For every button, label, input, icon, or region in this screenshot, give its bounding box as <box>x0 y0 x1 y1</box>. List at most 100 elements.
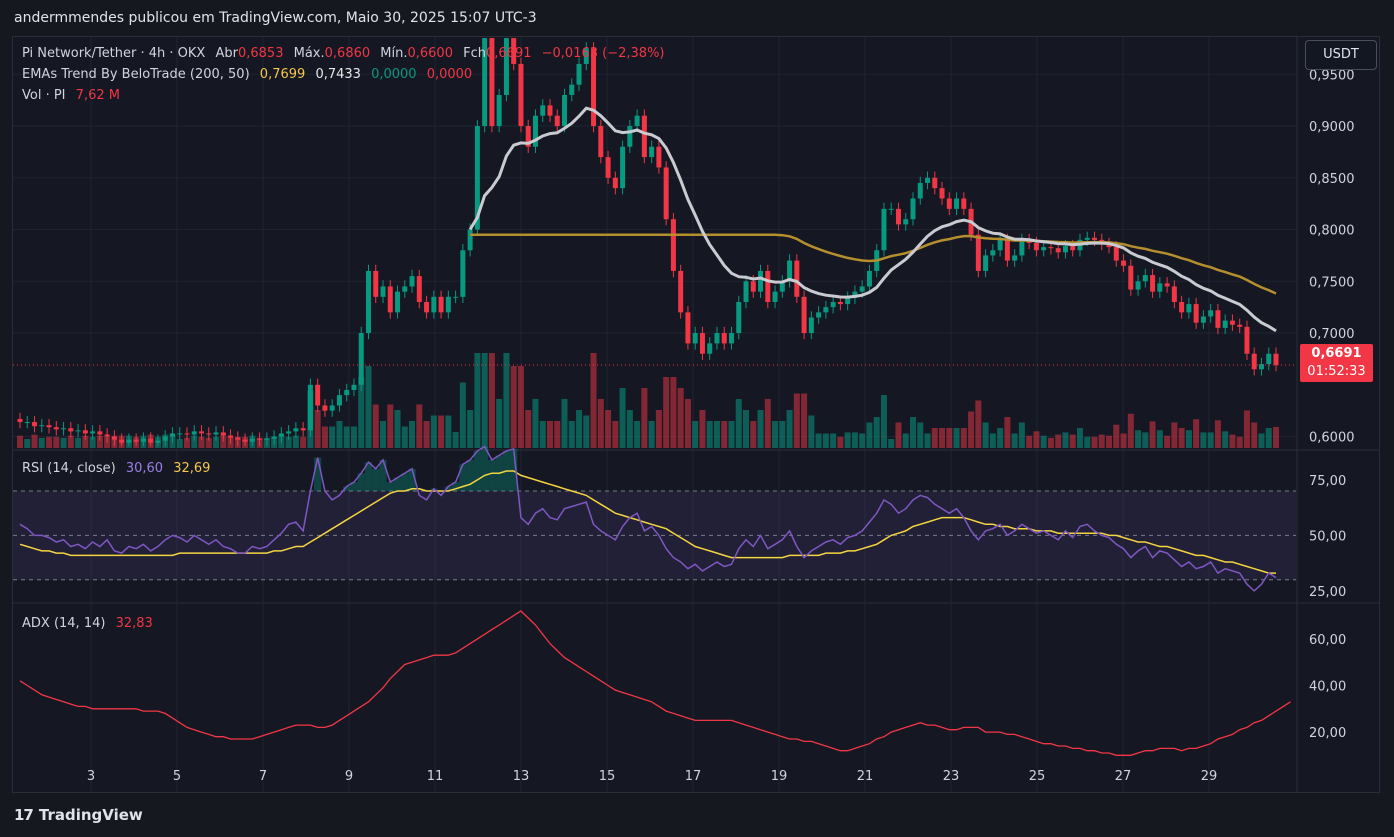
volume-legend: Vol · PI 7,62 M <box>22 88 120 103</box>
volume-bar <box>641 388 648 448</box>
candle-body <box>598 126 604 158</box>
volume-bar <box>772 421 779 448</box>
candle-body <box>532 115 538 147</box>
price-tick-label: 0,9000 <box>1309 120 1355 135</box>
volume-bar <box>1193 419 1200 448</box>
candle-body <box>1193 304 1199 323</box>
candle-body <box>249 438 255 442</box>
candle-body <box>257 438 263 440</box>
volume-bar <box>213 436 220 448</box>
candle-body <box>460 250 466 297</box>
volume-bar <box>1207 432 1214 448</box>
volume-bar <box>510 366 517 448</box>
volume-bar <box>387 404 394 448</box>
candle-body <box>925 177 931 183</box>
volume-bar <box>1069 434 1076 448</box>
volume-bar <box>300 436 307 448</box>
candle-body <box>743 281 749 302</box>
candle-body <box>612 177 618 189</box>
candle-body <box>917 182 923 199</box>
candle-body <box>322 405 328 411</box>
candle-body <box>104 434 110 437</box>
volume-bar <box>946 428 953 448</box>
candle-body <box>373 270 379 297</box>
volume-bar <box>1040 435 1047 448</box>
volume-bar <box>626 410 633 448</box>
candle-body <box>1229 320 1235 325</box>
volume-bar <box>1251 422 1258 448</box>
candle-body <box>1135 281 1141 290</box>
volume-bar <box>931 428 938 448</box>
volume-bar <box>1004 417 1011 448</box>
candle-body <box>17 418 23 423</box>
candle-body <box>1251 353 1257 370</box>
volume-bar <box>31 434 38 448</box>
candle-body <box>1179 301 1185 313</box>
candle-body <box>119 439 125 443</box>
candle-body <box>199 431 205 434</box>
candle-body <box>837 301 843 305</box>
candle-body <box>489 38 495 127</box>
volume-bar <box>837 436 844 448</box>
candle-body <box>82 430 88 434</box>
rsi-line <box>19 445 1277 592</box>
ema-value-3: 0,0000 <box>371 67 417 82</box>
candle-body <box>409 276 415 287</box>
rsi-legend: RSI (14, close) 30,60 32,69 <box>22 461 210 476</box>
currency-button[interactable]: USDT <box>1305 40 1377 70</box>
candle-body <box>90 431 96 434</box>
high-label: Máx. <box>293 46 325 61</box>
volume-bar <box>851 432 858 448</box>
candle-body <box>402 286 408 292</box>
candle-body <box>511 38 517 64</box>
volume-bar <box>844 432 851 448</box>
volume-bar <box>793 393 800 448</box>
adx-indicator-name[interactable]: ADX (14, 14) <box>22 616 106 631</box>
volume-bar <box>960 428 967 448</box>
volume-bar <box>1018 422 1025 448</box>
volume-bar <box>358 377 365 448</box>
candle-body <box>525 126 531 147</box>
volume-bar <box>815 433 822 448</box>
time-tick-label: 9 <box>345 769 353 784</box>
volume-bar <box>517 366 524 448</box>
ema-indicator-name[interactable]: EMAs Trend By BeloTrade (200, 50) <box>22 67 250 82</box>
candle-body <box>177 433 183 435</box>
candle-body <box>1084 237 1090 240</box>
volume-bar <box>1062 432 1069 448</box>
rsi-indicator-name[interactable]: RSI (14, close) <box>22 461 116 476</box>
volume-bar <box>1084 436 1091 448</box>
time-tick-label: 21 <box>857 769 874 784</box>
candle-body <box>881 208 887 251</box>
candle-body <box>1062 246 1068 253</box>
candle-body <box>794 260 800 297</box>
time-tick-label: 29 <box>1201 769 1218 784</box>
candle-body <box>866 270 872 287</box>
volume-bar <box>554 421 561 448</box>
candle-body <box>286 431 292 434</box>
rsi-tick-label: 75,00 <box>1309 474 1346 489</box>
volume-bar <box>612 421 619 448</box>
candle-body <box>271 436 277 439</box>
time-tick-label: 15 <box>599 769 616 784</box>
volume-bar <box>467 410 474 448</box>
volume-indicator-name[interactable]: Vol · PI <box>22 88 66 103</box>
volume-bar <box>409 421 416 448</box>
volume-bar <box>1127 413 1134 448</box>
adx-value: 32,83 <box>115 616 153 631</box>
volume-bar <box>764 399 771 448</box>
symbol-name[interactable]: Pi Network/Tether · 4h · OKX <box>22 46 206 61</box>
candle-body <box>24 422 30 424</box>
candle-body <box>888 208 894 210</box>
candle-body <box>32 422 38 427</box>
candle-body <box>39 425 45 427</box>
candle-body <box>569 84 575 95</box>
adx-legend: ADX (14, 14) 32,83 <box>22 616 153 631</box>
candle-body <box>126 439 132 443</box>
tradingview-footer[interactable]: 17 TradingView <box>14 806 143 824</box>
volume-bar <box>721 421 728 448</box>
chart-frame[interactable] <box>12 36 1380 793</box>
candle-body <box>220 432 226 436</box>
publish-header: andermmendes publicou em TradingView.com… <box>0 0 1394 36</box>
